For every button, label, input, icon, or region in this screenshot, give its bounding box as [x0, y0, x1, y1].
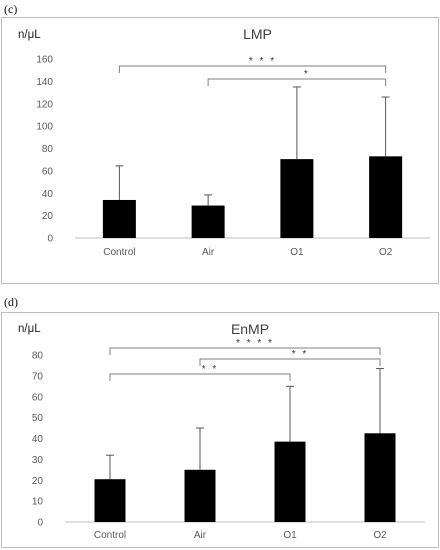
y-tick-label: 50 — [32, 413, 44, 424]
bar — [102, 199, 136, 238]
y-tick-label: 140 — [36, 77, 53, 88]
y-tick-label: 0 — [37, 518, 43, 529]
y-tick-label: 60 — [42, 166, 54, 177]
bar — [94, 479, 126, 522]
lmp-bar-chart: LMP n/μL 0 20 40 60 80 100 120 140 160 Control Air O1… — [18, 26, 430, 258]
bar — [280, 159, 314, 238]
significance-bracket — [207, 78, 387, 86]
chart-title: LMP — [243, 26, 272, 42]
bar — [369, 156, 403, 238]
x-tick-label: O1 — [290, 247, 304, 258]
y-tick-label: 40 — [42, 189, 54, 200]
y-tick-label: 80 — [32, 351, 44, 362]
y-tick-label: 30 — [32, 455, 44, 466]
significance-label: * * — [202, 364, 219, 375]
y-tick-label: 80 — [42, 144, 54, 155]
significance-label: * * — [292, 349, 309, 360]
x-tick-label: O2 — [379, 247, 393, 258]
x-tick-label: Air — [202, 247, 215, 258]
significance-bracket — [109, 347, 381, 355]
significance-label: * * * — [249, 56, 276, 67]
bar — [191, 205, 225, 238]
y-tick-label: 60 — [32, 392, 44, 403]
significance-bracket — [199, 358, 381, 366]
x-tick-label: O2 — [373, 530, 387, 541]
x-tick-label: O1 — [283, 530, 297, 541]
bar — [274, 441, 306, 522]
significance-label: * — [304, 69, 310, 80]
bar — [364, 433, 396, 522]
x-tick-label: Control — [103, 247, 135, 258]
y-tick-label: 160 — [36, 55, 53, 66]
chart-title: EnMP — [231, 321, 269, 337]
y-tick-label: 40 — [32, 434, 44, 445]
y-axis-unit-label: n/μL — [18, 29, 41, 41]
y-tick-label: 10 — [32, 497, 44, 508]
y-tick-label: 0 — [47, 234, 53, 245]
chart-frame-lmp — [1, 17, 439, 284]
significance-bracket — [109, 373, 291, 381]
x-tick-label: Control — [94, 530, 126, 541]
y-tick-label: 70 — [32, 371, 44, 382]
y-axis-unit-label: n/μL — [18, 323, 41, 335]
significance-bracket — [118, 65, 387, 73]
x-tick-label: Air — [194, 530, 207, 541]
significance-label: * * * * — [236, 338, 274, 349]
panel-label-d: (d) — [4, 295, 18, 309]
y-tick-label: 100 — [36, 122, 53, 133]
y-tick-label: 120 — [36, 99, 53, 110]
y-tick-label: 20 — [42, 211, 54, 222]
panel-label-c: (c) — [4, 2, 18, 16]
y-tick-label: 20 — [32, 476, 44, 487]
bar — [184, 469, 216, 522]
